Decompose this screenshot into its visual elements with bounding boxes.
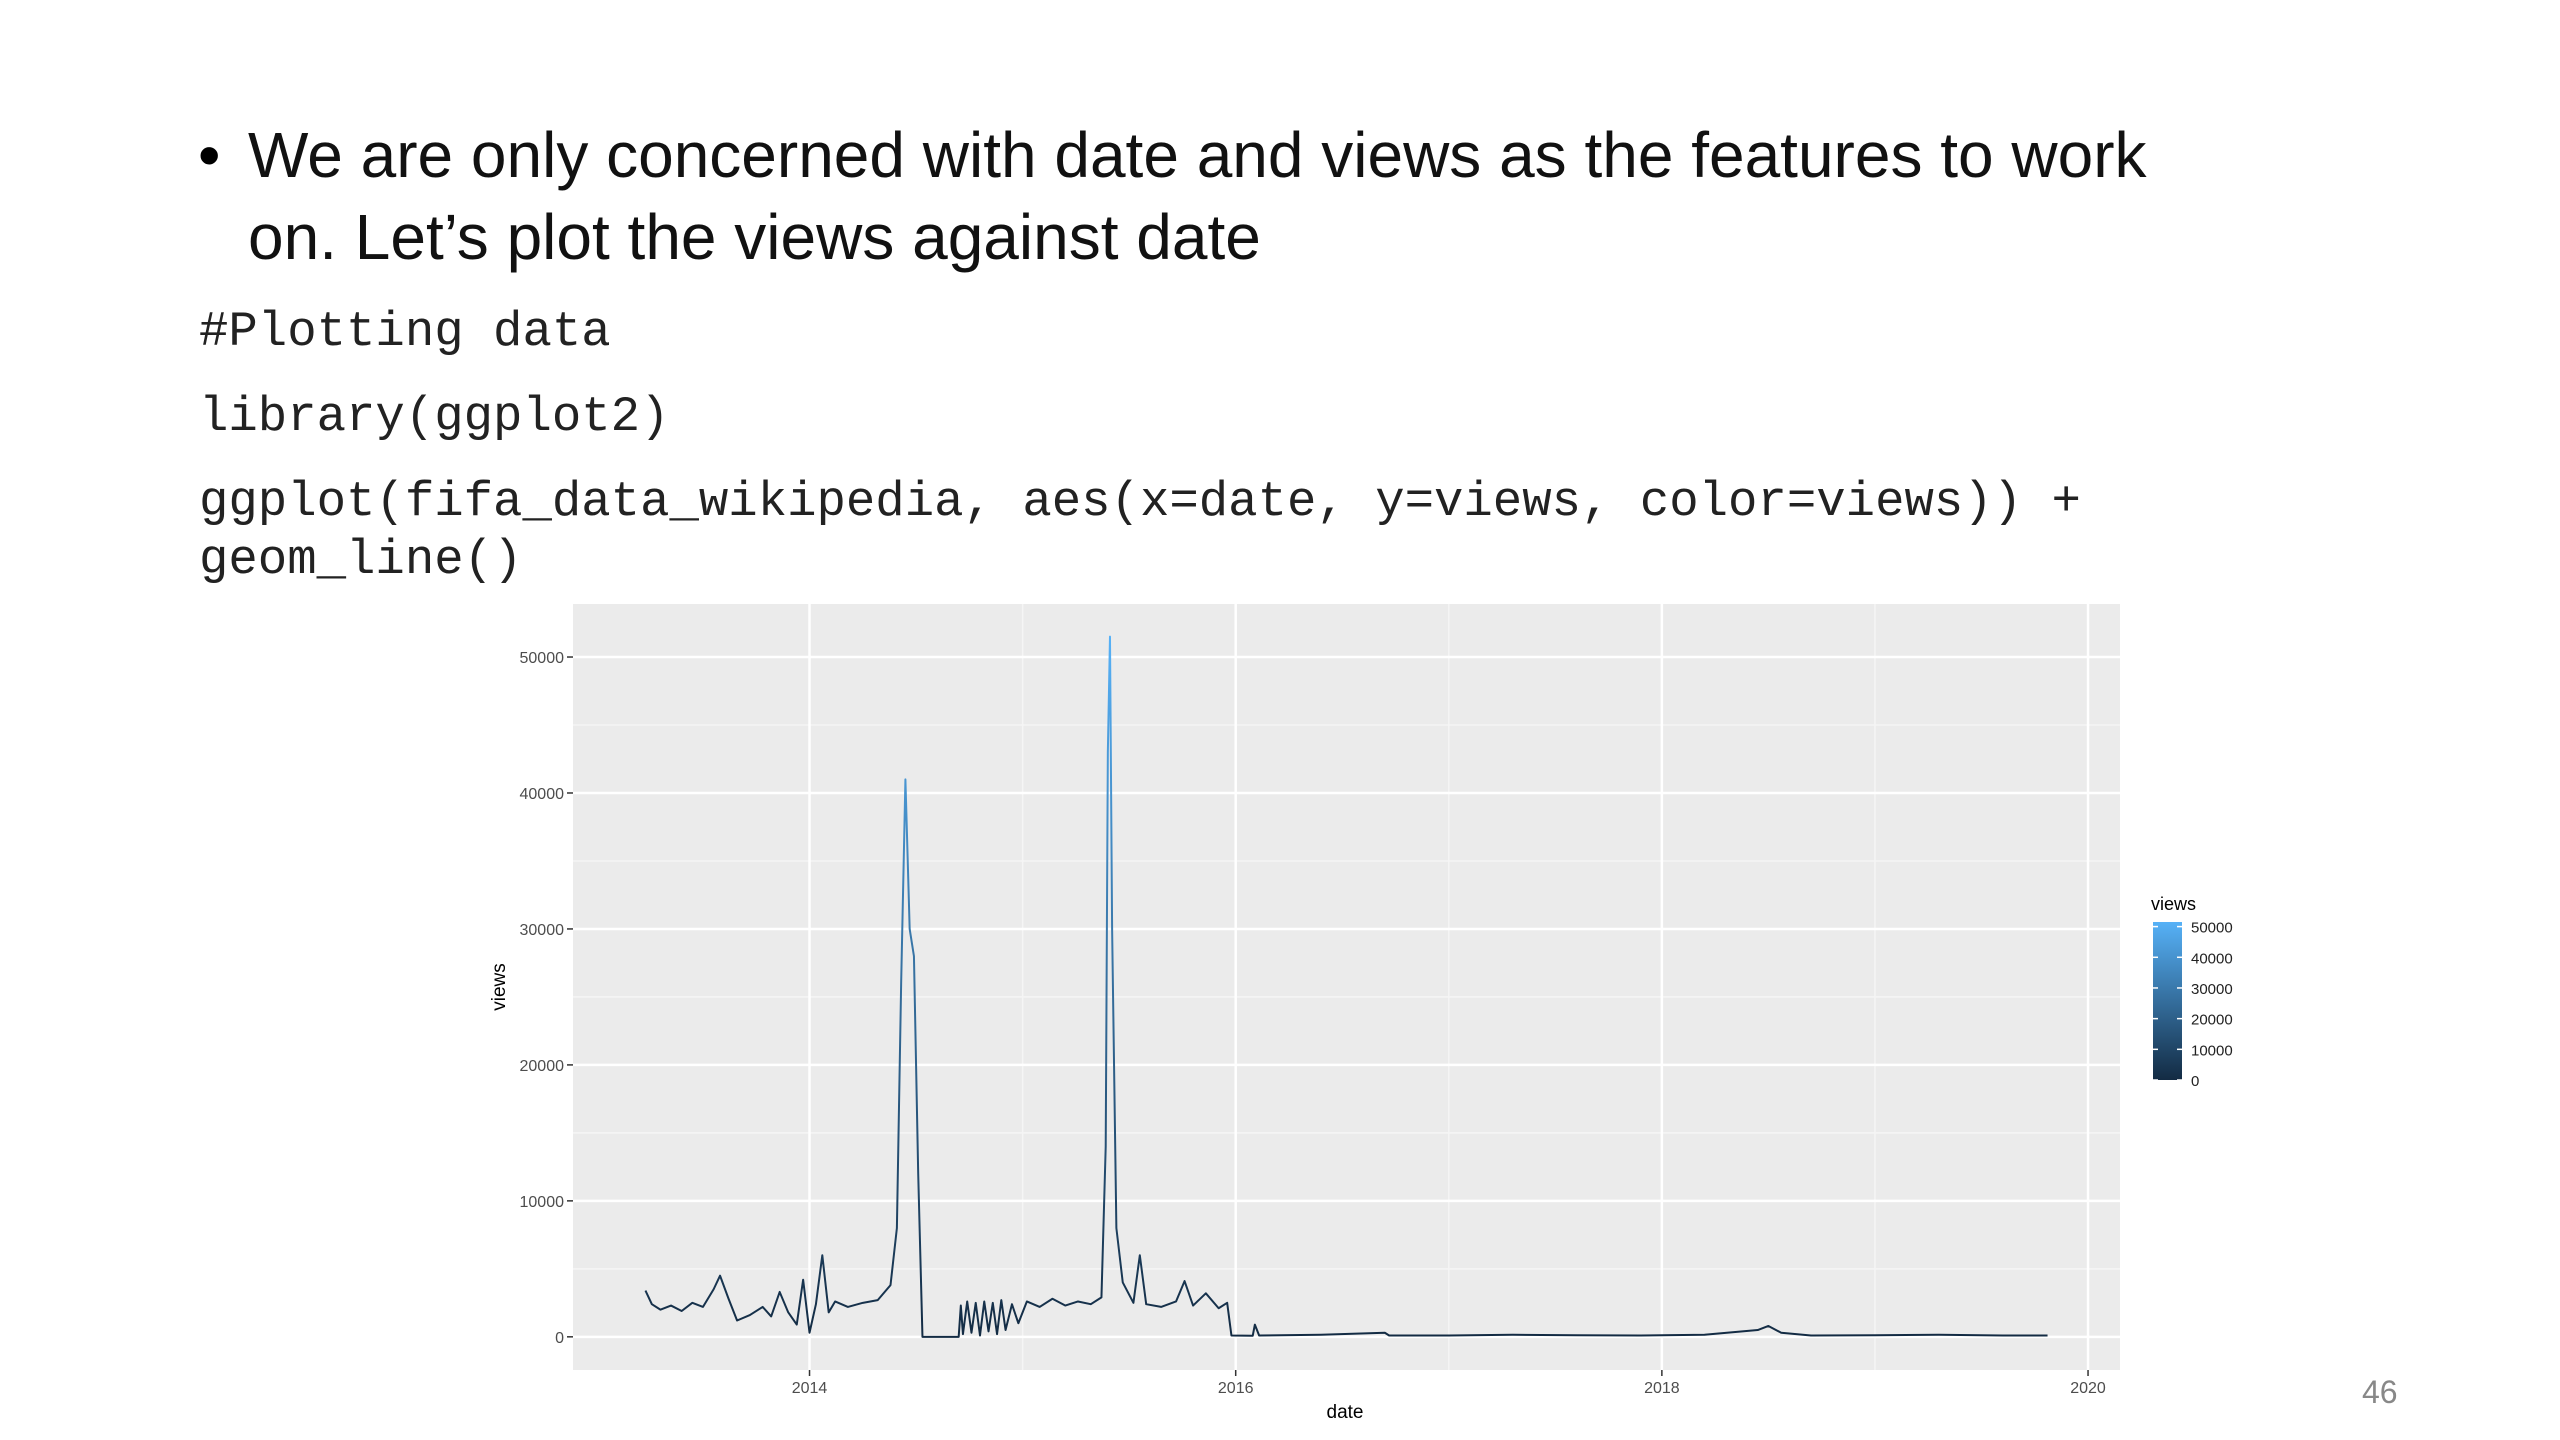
legend-tick-label: 30000	[2191, 981, 2233, 998]
legend-title: views	[2151, 894, 2196, 914]
colorbar	[2153, 922, 2182, 1080]
legend-tick-label: 40000	[2191, 950, 2233, 967]
x-tick-label: 2016	[1218, 1380, 1254, 1397]
bullet-line: We are only concerned with date and view…	[248, 119, 2147, 191]
bullet-dot: •	[198, 119, 221, 191]
page-number: 46	[2362, 1374, 2398, 1410]
x-tick-label: 2020	[2070, 1380, 2106, 1397]
legend-tick-label: 10000	[2191, 1042, 2233, 1059]
y-tick-label: 30000	[520, 922, 565, 939]
code-line: geom_line()	[199, 532, 523, 588]
panel	[573, 604, 2120, 1370]
series-line	[644, 635, 2048, 1338]
y-axis-label: views	[489, 963, 510, 1011]
bullet-line: on. Let’s plot the views against date	[248, 201, 1261, 273]
code-line: ggplot(fifa_data_wikipedia, aes(x=date, …	[199, 474, 2081, 530]
x-tick-label: 2018	[1644, 1380, 1680, 1397]
y-tick-label: 50000	[520, 650, 565, 667]
legend-tick-label: 20000	[2191, 1012, 2233, 1029]
y-tick-label: 20000	[520, 1058, 565, 1075]
code-line: #Plotting data	[199, 304, 611, 360]
x-axis-label: date	[1327, 1402, 1364, 1423]
code-line: library(ggplot2)	[199, 389, 670, 445]
y-tick-label: 40000	[520, 786, 565, 803]
y-tick-label: 10000	[520, 1194, 565, 1211]
legend-tick-label: 0	[2191, 1073, 2199, 1090]
legend-tick-label: 50000	[2191, 920, 2233, 937]
x-tick-label: 2014	[792, 1380, 828, 1397]
y-tick-label: 0	[555, 1330, 564, 1347]
